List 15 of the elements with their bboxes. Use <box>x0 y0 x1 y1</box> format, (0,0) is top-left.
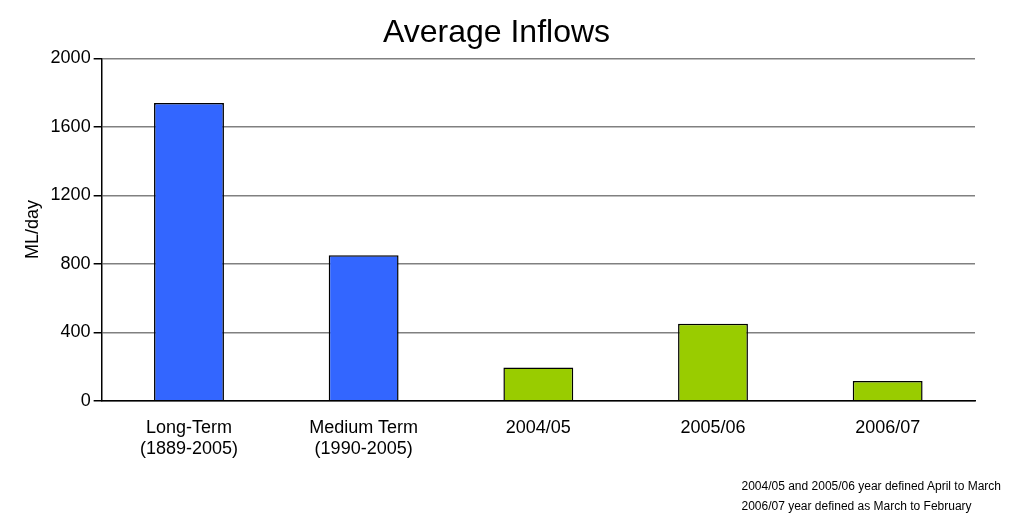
x-tick-label: 2005/06 <box>680 416 746 437</box>
y-tick-label: 0 <box>80 389 91 410</box>
x-tick-label: Medium Term (1990-2005) <box>309 416 418 459</box>
y-tick-label: 800 <box>60 252 91 273</box>
y-tick-label: 1200 <box>50 184 91 205</box>
y-tick-label: 1600 <box>50 115 91 136</box>
text: 2004/05 and 2005/06 year defined April to March <box>741 478 1001 495</box>
x-tick-label: 2006/07 <box>855 416 921 437</box>
y-axis-title: ML/day <box>21 200 42 260</box>
chart-title: Average Inflows <box>382 13 611 50</box>
y-tick-label: 400 <box>60 321 91 342</box>
text: 2006/07 year defined as March to February <box>741 498 973 515</box>
y-tick-label: 2000 <box>50 47 91 68</box>
x-tick-label: 2004/05 <box>505 416 571 437</box>
x-tick-label: Long-Term (1889-2005) <box>139 416 239 459</box>
